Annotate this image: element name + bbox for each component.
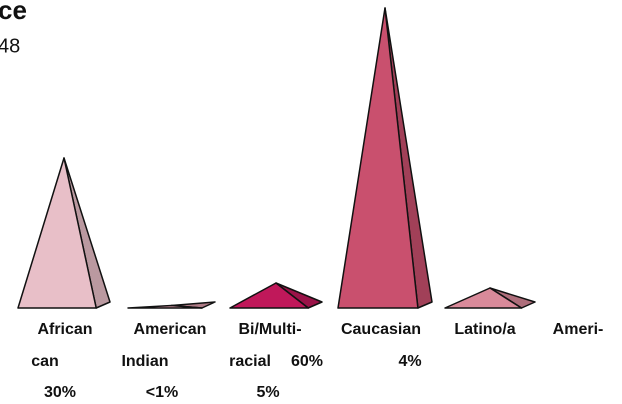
category-label: Caucasian (341, 321, 421, 338)
pyramid (444, 287, 536, 309)
category-label: racial (229, 353, 271, 370)
pyramid-face (337, 7, 419, 309)
chart-title: ce (0, 0, 27, 25)
category-label: Indian (121, 353, 168, 370)
category-label: Ameri- (553, 321, 604, 338)
category-label: can (31, 353, 59, 370)
category-label: American (134, 321, 207, 338)
category-label: Bi/Multi- (238, 321, 301, 338)
pyramid (17, 157, 111, 309)
pyramid (229, 282, 323, 309)
pyramid-face (229, 282, 309, 309)
category-label: African (37, 321, 92, 338)
pyramid-face (17, 157, 97, 309)
chart-subtitle: 48 (0, 35, 20, 57)
value-label: 30% (44, 384, 76, 401)
category-label: Latino/a (454, 321, 515, 338)
pyramid (127, 301, 216, 309)
pyramid-face (444, 287, 523, 309)
value-label: 4% (398, 353, 421, 370)
value-label: <1% (146, 384, 178, 401)
value-label: 60% (291, 353, 323, 370)
pyramid (337, 7, 433, 309)
value-label: 5% (256, 384, 279, 401)
pyramid-face (127, 304, 203, 309)
